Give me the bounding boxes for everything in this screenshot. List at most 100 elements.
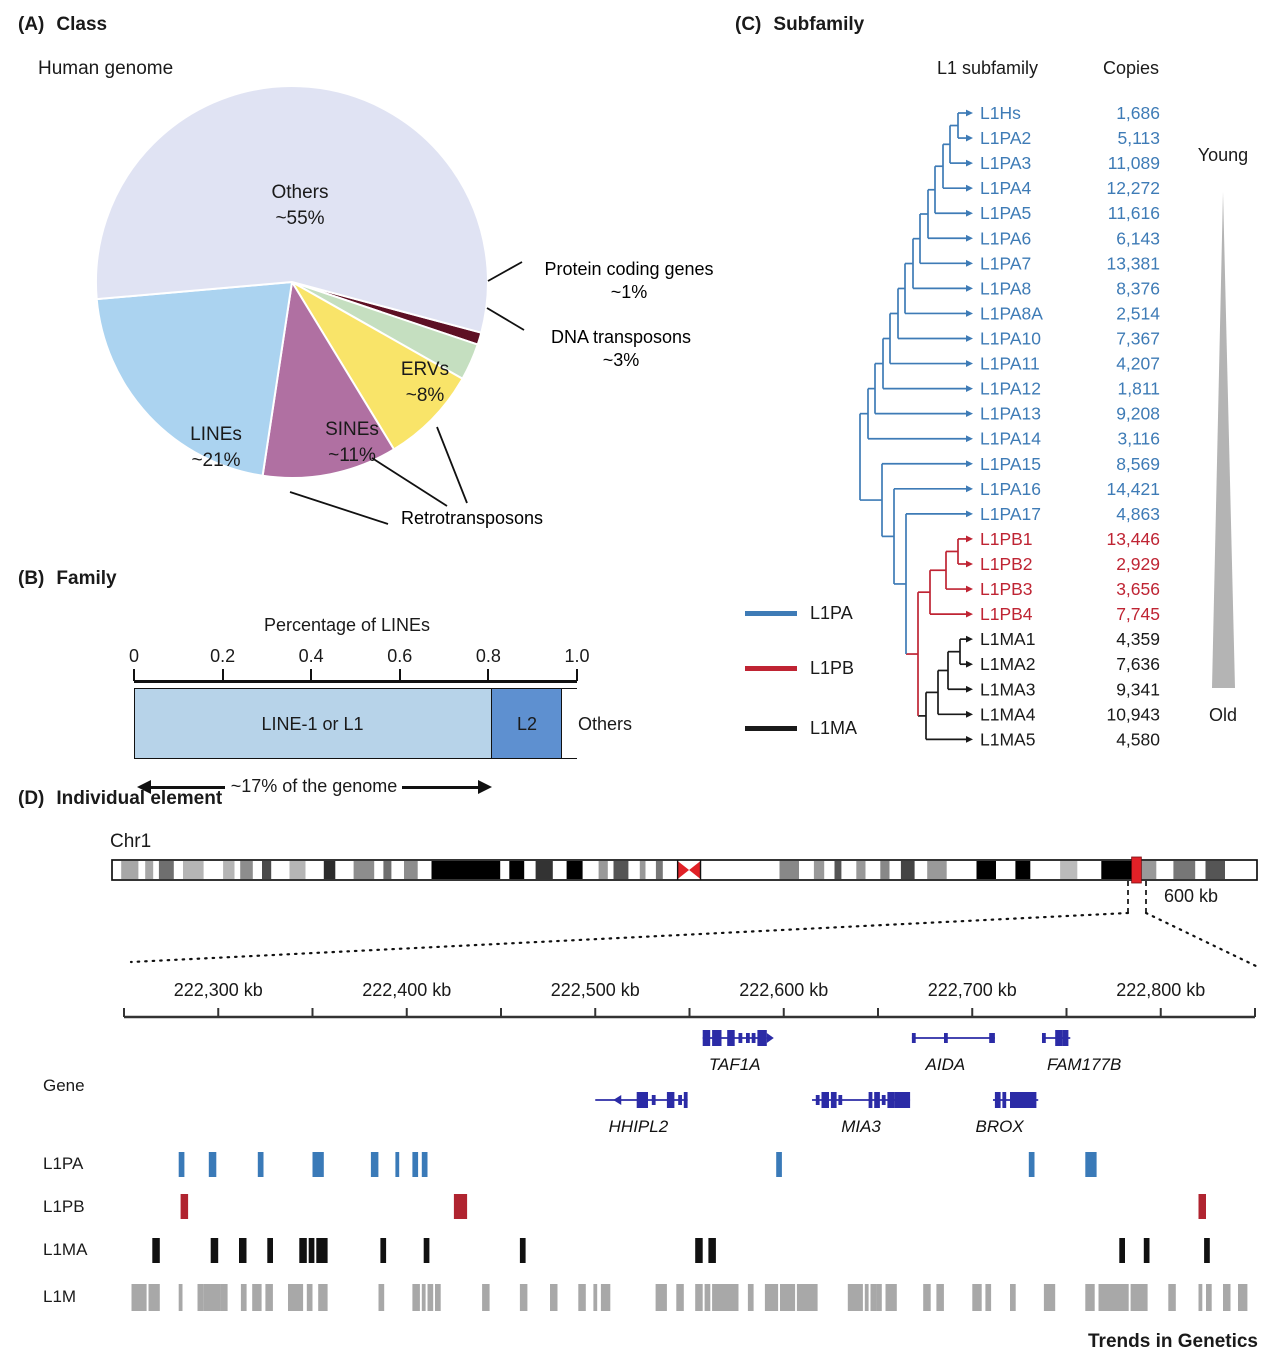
l1ma-element-bar (423, 1238, 430, 1263)
gene-exon (821, 1092, 829, 1108)
callout-dna-label: DNA transposons (551, 327, 691, 347)
tree-copies-value: 5,113 (1118, 128, 1161, 148)
track-label-l1ma: L1MA (43, 1240, 88, 1259)
tree-copies-value: 6,143 (1116, 228, 1160, 248)
ideogram-band (1101, 861, 1132, 879)
pie-pct: ~55% (275, 208, 324, 229)
ideogram-band (223, 861, 235, 879)
ideogram-band (323, 861, 336, 879)
ideogram-band (383, 861, 392, 879)
pie-label: SINEs (325, 419, 379, 440)
pie-slice-lines (95, 280, 294, 477)
age-gradient-triangle (1212, 192, 1235, 688)
arrow-left-line (149, 786, 225, 789)
l1m-element-bar (676, 1284, 684, 1311)
ruler-label: 222,300 kb (174, 980, 263, 1000)
ideogram-band (779, 861, 799, 879)
tree-copies-value: 4,359 (1116, 629, 1160, 649)
l1pb-element-bar (1198, 1194, 1206, 1219)
tree-col2-header: Copies (1102, 58, 1160, 78)
gene-exon (1010, 1092, 1037, 1108)
gene-name-label: HHIPL2 (609, 1117, 669, 1136)
panel-a-label: (A) (18, 14, 45, 35)
gene-exon (712, 1030, 722, 1046)
tree-tip-label: L1PB1 (980, 529, 1033, 549)
bar-axis-line (134, 680, 577, 683)
pie-slice-ervs (289, 279, 464, 451)
bar-segment-label: L2 (516, 714, 538, 734)
arrow-right-icon (478, 780, 492, 794)
ideogram-band (880, 861, 890, 879)
gene-exon (666, 1092, 675, 1108)
l1pa-element-bar (1028, 1152, 1035, 1177)
pie-pct: ~8% (406, 385, 445, 406)
ideogram-band (639, 861, 646, 879)
l1m-element-bar (306, 1284, 313, 1311)
genome-class-pie: Others ~55% LINEs ~21% SINEs ~11% ERVs ~8% Prote… (95, 85, 714, 528)
l1ma-element-bar (1119, 1238, 1125, 1263)
l1ma-element-bar (695, 1238, 703, 1263)
panel-b-label: (B) (18, 568, 45, 589)
l1m-element-bar (1043, 1284, 1056, 1311)
gene-exon (751, 1033, 756, 1043)
gene-name-label: BROX (976, 1117, 1025, 1136)
l1ma-element-bar (152, 1238, 160, 1263)
l1m-element-bar (578, 1284, 586, 1311)
l1m-element-bar (593, 1284, 598, 1311)
gene-name-label: AIDA (925, 1055, 966, 1074)
tree-tip-label: L1PA2 (980, 128, 1031, 148)
l1m-element-bar (240, 1284, 247, 1311)
tree-tip-label: L1PA3 (980, 153, 1031, 173)
l1m-element-bar (712, 1284, 739, 1311)
ideogram-band (240, 861, 253, 879)
ideogram-band (1173, 861, 1196, 879)
l1pa-element-bar (257, 1152, 264, 1177)
tree-tip-label: L1MA4 (980, 704, 1036, 724)
ruler-label: 222,400 kb (362, 980, 451, 1000)
tree-copies-value: 11,616 (1108, 203, 1160, 223)
tree-copies-value: 4,863 (1116, 504, 1160, 524)
tree-tip-label: L1PA10 (980, 328, 1041, 348)
l1m-element-bar (197, 1284, 204, 1311)
panel-c-title: (C) Subfamily (735, 14, 865, 35)
ideogram-band (158, 861, 174, 879)
gene-exon (830, 1092, 837, 1108)
ideogram-band (353, 861, 375, 879)
tree-copies-value: 13,381 (1106, 253, 1160, 273)
tree-tip-label: L1PA8 (980, 278, 1031, 298)
callout-protein-pct: ~1% (611, 282, 648, 302)
line-family-bar (134, 688, 577, 759)
ideogram-band (598, 861, 608, 879)
l1ma-element-bar (267, 1238, 273, 1263)
l1m-element-bar (936, 1284, 944, 1311)
centromere-icon (677, 861, 690, 879)
gene-exon (746, 1033, 750, 1043)
ideogram-band (813, 861, 825, 879)
l1ma-element-bar (380, 1238, 387, 1263)
bar-tick-label: 0.4 (298, 646, 324, 666)
l1m-element-bar (178, 1284, 183, 1311)
gene-name-label: FAM177B (1047, 1055, 1121, 1074)
l1m-element-bar (412, 1284, 420, 1311)
gene-exon (881, 1095, 886, 1105)
tree-copies-value: 3,116 (1118, 429, 1161, 449)
ruler-label: 222,800 kb (1116, 980, 1205, 1000)
ideogram-band (404, 861, 418, 879)
l1m-element-bar (747, 1284, 754, 1311)
bar-segment-label: Others (577, 714, 633, 734)
tree-tip-label: L1PA13 (980, 404, 1041, 424)
ideogram-band (535, 861, 553, 879)
legend-swatch-l1ma (745, 726, 797, 731)
tree-tip-label: L1PB4 (980, 604, 1033, 624)
l1m-element-bar (1098, 1284, 1129, 1311)
l1m-element-bar (847, 1284, 863, 1311)
tree-tip-label: L1PA11 (980, 354, 1040, 374)
track-l1ma (152, 1238, 1210, 1263)
l1m-element-bar (288, 1284, 304, 1311)
l1pa-element-bar (208, 1152, 217, 1177)
tree-tip-label: L1PB3 (980, 579, 1033, 599)
legend-label-l1pb: L1PB (810, 658, 855, 678)
tree-copies-value: 14,421 (1106, 479, 1160, 499)
gene-exon (815, 1095, 820, 1105)
gene-track: TAF1A AIDA FAM177B HHIPL2 MIA3 BROX (595, 1030, 1121, 1136)
